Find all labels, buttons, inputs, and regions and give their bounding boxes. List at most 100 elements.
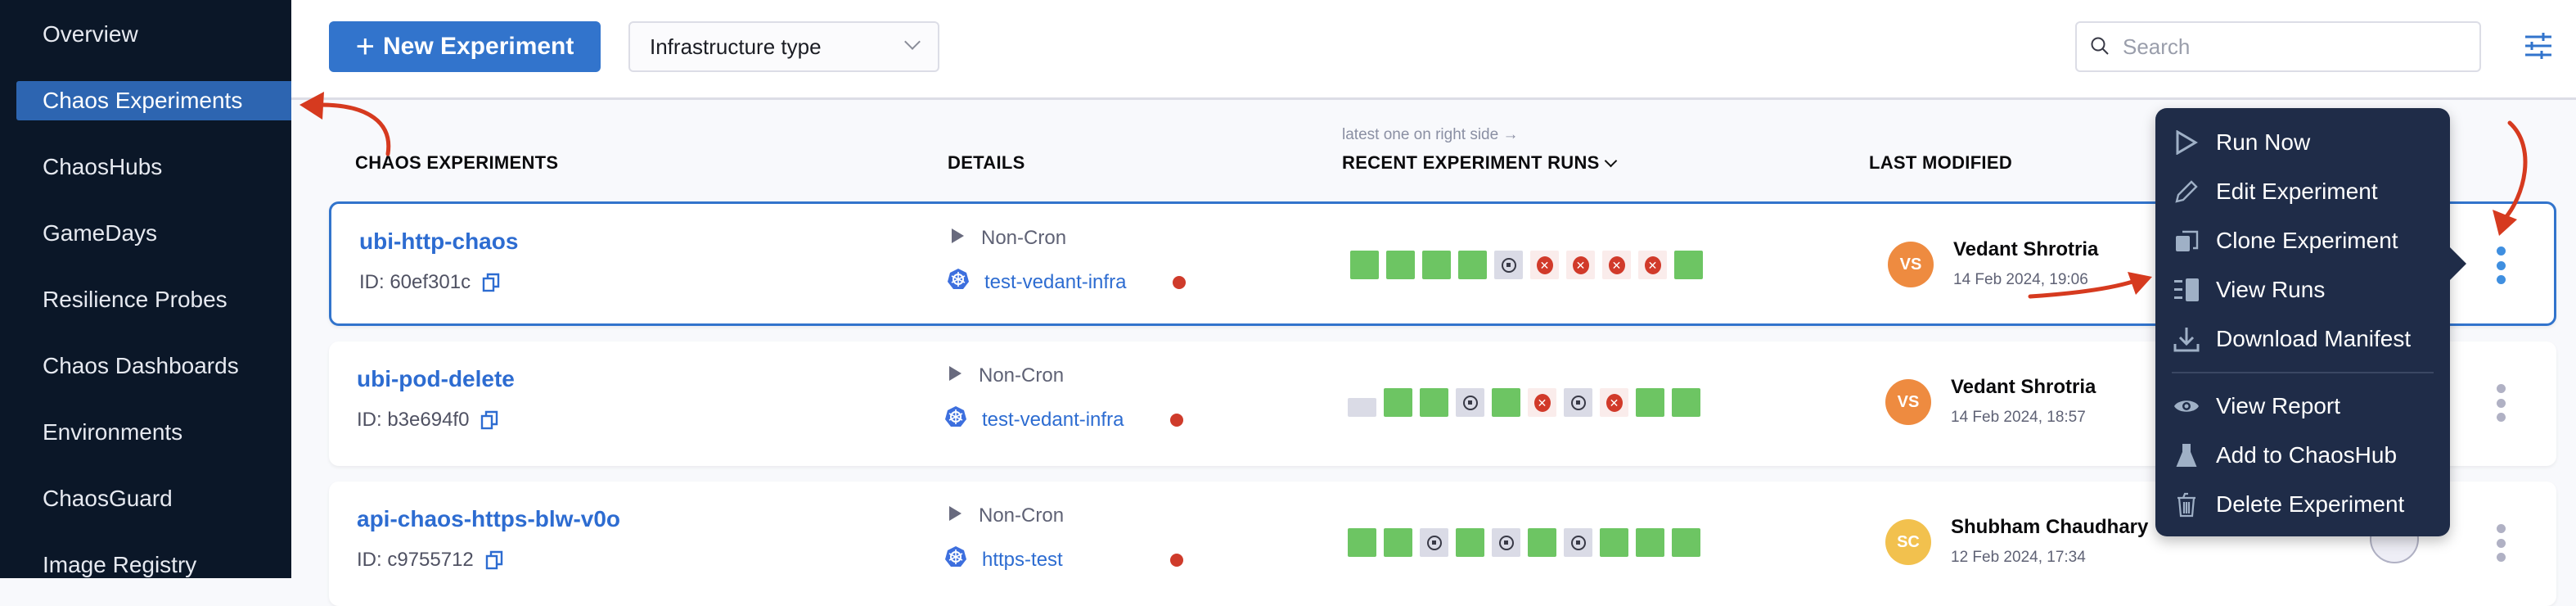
kebab-dot-icon	[2496, 246, 2506, 256]
schedule-text: Non-Cron	[979, 364, 1065, 387]
kebab-dot-icon	[2496, 384, 2506, 393]
filter-settings-icon[interactable]	[2524, 31, 2553, 61]
run-status-success[interactable]	[1422, 251, 1451, 279]
run-status-queued[interactable]	[1348, 398, 1376, 417]
menu-item-label: Download Manifest	[2216, 326, 2412, 351]
clone-icon	[2173, 228, 2200, 254]
run-status-stopped[interactable]	[1420, 528, 1448, 557]
copy-icon[interactable]	[485, 550, 503, 570]
menu-item-download-manifest[interactable]: Download Manifest	[2155, 314, 2450, 364]
sidebar-item-resilience-probes[interactable]: Resilience Probes	[43, 287, 227, 312]
kebab-dot-icon	[2496, 538, 2506, 548]
stop-icon	[1570, 535, 1586, 550]
run-status-stopped[interactable]	[1564, 528, 1592, 557]
stop-icon	[1501, 257, 1516, 273]
runs-header-label: RECENT EXPERIMENT RUNS	[1342, 152, 1600, 173]
run-status-failed[interactable]: ✕	[1530, 251, 1559, 279]
more-options-button[interactable]	[2493, 246, 2509, 284]
sidebar-item-image-registry[interactable]: Image Registry	[43, 552, 197, 577]
new-experiment-label: New Experiment	[382, 33, 574, 60]
kebab-dot-icon	[2496, 275, 2506, 284]
copy-icon[interactable]	[482, 273, 500, 292]
experiment-name-link[interactable]: api-chaos-https-blw-v0o	[357, 506, 621, 531]
fail-x-icon: ✕	[1533, 393, 1551, 412]
run-status-failed[interactable]: ✕	[1528, 388, 1556, 417]
run-status-stopped[interactable]	[1456, 388, 1484, 417]
infrastructure-status-dot	[1170, 413, 1183, 427]
more-options-button[interactable]	[2493, 384, 2509, 422]
run-status-success[interactable]	[1384, 528, 1412, 557]
run-status-success[interactable]	[1672, 528, 1700, 557]
infrastructure-type-select[interactable]: Infrastructure type	[628, 21, 939, 72]
sidebar-item-chaosguard[interactable]: ChaosGuard	[43, 486, 173, 511]
eye-icon	[2173, 393, 2200, 419]
download-icon	[2173, 326, 2200, 352]
sidebar-item-chaoshubs[interactable]: ChaosHubs	[43, 154, 163, 179]
run-status-stopped[interactable]	[1494, 251, 1523, 279]
search-icon	[2091, 37, 2109, 55]
menu-item-clone-experiment[interactable]: Clone Experiment	[2155, 216, 2450, 265]
run-status-success[interactable]	[1674, 251, 1703, 279]
run-status-success[interactable]	[1456, 528, 1484, 557]
new-experiment-button[interactable]: + New Experiment	[329, 21, 601, 72]
run-status-stopped[interactable]	[1564, 388, 1592, 417]
run-status-success[interactable]	[1350, 251, 1379, 279]
schedule-text: Non-Cron	[979, 504, 1065, 527]
menu-item-run-now[interactable]: Run Now	[2155, 118, 2450, 167]
kubernetes-icon	[947, 268, 970, 296]
modified-by-user: Vedant Shrotria	[1953, 238, 2099, 260]
schedule-type: Non-Cron	[948, 364, 1064, 387]
run-status-failed[interactable]: ✕	[1602, 251, 1631, 279]
run-status-success[interactable]	[1384, 388, 1412, 417]
run-status-success[interactable]	[1528, 528, 1556, 557]
column-header-experiments: CHAOS EXPERIMENTS	[355, 152, 559, 173]
menu-item-add-to-chaoshub[interactable]: Add to ChaosHub	[2155, 431, 2450, 480]
search-placeholder: Search	[2123, 34, 2191, 59]
run-status-success[interactable]	[1600, 528, 1628, 557]
menu-item-label: Add to ChaosHub	[2216, 442, 2398, 468]
run-status-stopped[interactable]	[1492, 528, 1520, 557]
stop-icon	[1462, 395, 1478, 410]
modified-date: 12 Feb 2024, 17:34	[1951, 549, 2086, 566]
menu-item-view-report[interactable]: View Report	[2155, 382, 2450, 431]
kebab-dot-icon	[2496, 553, 2506, 562]
run-status-success[interactable]	[1348, 528, 1376, 557]
sidebar-item-gamedays[interactable]: GameDays	[43, 220, 158, 246]
kebab-dot-icon	[2496, 413, 2506, 422]
infrastructure-type-label: Infrastructure type	[650, 34, 822, 59]
menu-item-delete-experiment[interactable]: Delete Experiment	[2155, 480, 2450, 529]
more-options-button[interactable]	[2493, 524, 2509, 562]
run-status-failed[interactable]: ✕	[1600, 388, 1628, 417]
menu-item-label: Edit Experiment	[2216, 179, 2378, 204]
run-status-failed[interactable]: ✕	[1638, 251, 1667, 279]
run-status-success[interactable]	[1458, 251, 1487, 279]
avatar: SC	[1885, 519, 1931, 565]
menu-item-view-runs[interactable]: View Runs	[2155, 265, 2450, 314]
infrastructure-status-dot	[1173, 275, 1186, 289]
run-status-success[interactable]	[1636, 528, 1664, 557]
experiment-name-link[interactable]: ubi-http-chaos	[359, 228, 519, 254]
run-status-success[interactable]	[1420, 388, 1448, 417]
run-status-success[interactable]	[1636, 388, 1664, 417]
search-input[interactable]: Search	[2075, 21, 2481, 72]
copy-icon[interactable]	[480, 410, 498, 430]
column-header-runs[interactable]: RECENT EXPERIMENT RUNS	[1342, 152, 1617, 174]
sidebar-item-overview[interactable]: Overview	[43, 21, 138, 47]
avatar: VS	[1885, 379, 1931, 425]
infrastructure-link[interactable]: https-test	[982, 548, 1063, 571]
play-outline-icon	[2173, 129, 2200, 156]
menu-item-edit-experiment[interactable]: Edit Experiment	[2155, 167, 2450, 216]
sidebar-item-chaos-experiments[interactable]: Chaos Experiments	[16, 81, 291, 120]
list-icon	[2173, 277, 2200, 303]
infrastructure-link[interactable]: test-vedant-infra	[984, 270, 1127, 293]
run-status-success[interactable]	[1492, 388, 1520, 417]
run-status-success[interactable]	[1672, 388, 1700, 417]
experiment-name-link[interactable]: ubi-pod-delete	[357, 366, 515, 391]
run-status-success[interactable]	[1386, 251, 1415, 279]
kebab-dot-icon	[2496, 524, 2506, 533]
sidebar-item-chaos-dashboards[interactable]: Chaos Dashboards	[43, 353, 239, 378]
sidebar-item-environments[interactable]: Environments	[43, 419, 183, 445]
infrastructure-info: test-vedant-infra	[947, 268, 1186, 296]
run-status-failed[interactable]: ✕	[1566, 251, 1595, 279]
infrastructure-link[interactable]: test-vedant-infra	[982, 408, 1124, 431]
